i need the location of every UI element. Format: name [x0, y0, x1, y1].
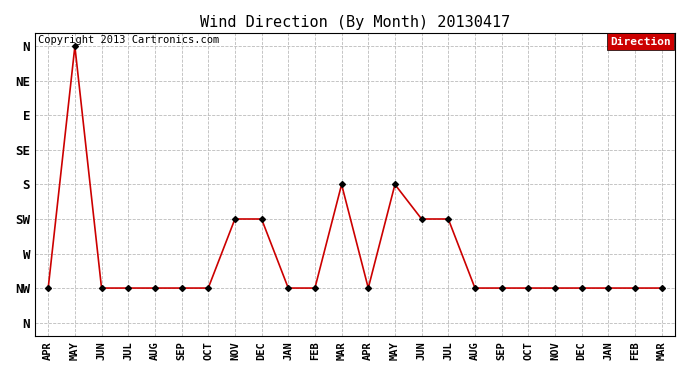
Title: Wind Direction (By Month) 20130417: Wind Direction (By Month) 20130417 — [200, 15, 510, 30]
Text: Direction: Direction — [610, 37, 671, 47]
Text: Copyright 2013 Cartronics.com: Copyright 2013 Cartronics.com — [38, 35, 219, 45]
